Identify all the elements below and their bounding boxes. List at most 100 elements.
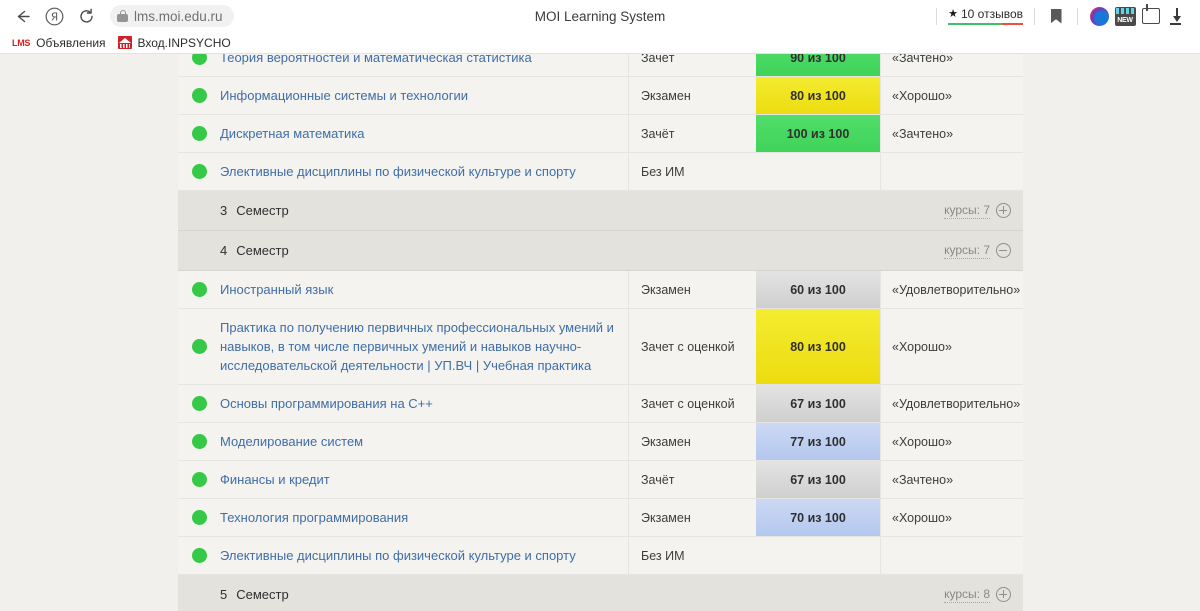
reload-icon[interactable] bbox=[72, 2, 100, 30]
status-dot-cell bbox=[178, 461, 220, 498]
status-dot-cell bbox=[178, 499, 220, 536]
back-arrow-icon[interactable] bbox=[8, 2, 36, 30]
score-cell bbox=[756, 153, 880, 190]
course-name-link[interactable]: Элективные дисциплины по физической куль… bbox=[220, 164, 576, 179]
toolbar-divider bbox=[936, 7, 938, 25]
status-dot-icon bbox=[191, 548, 207, 563]
browser-chrome: Я lms.moi.edu.ru MOI Learning System ★ 1… bbox=[0, 0, 1200, 54]
verdict-cell: «Хорошо» bbox=[880, 77, 1023, 114]
semester-courses-count[interactable]: курсы: 7 bbox=[944, 202, 990, 219]
course-row[interactable]: Элективные дисциплины по физической куль… bbox=[178, 153, 1023, 191]
score-cell: 90 из 100 bbox=[756, 54, 880, 76]
semester-header-row[interactable]: 5 Семестр курсы: 8 bbox=[178, 575, 1023, 611]
expand-plus-icon[interactable] bbox=[996, 587, 1011, 602]
semester-courses-count[interactable]: курсы: 8 bbox=[944, 586, 990, 603]
course-row[interactable]: Основы программирования на C++ Зачет с оц… bbox=[178, 385, 1023, 423]
new-badge-icon[interactable]: NEW bbox=[1112, 3, 1138, 29]
assessment-type: Экзамен bbox=[628, 499, 756, 536]
assessment-type: Экзамен bbox=[628, 423, 756, 460]
course-name-link[interactable]: Дискретная математика bbox=[220, 126, 365, 141]
collapse-minus-icon[interactable] bbox=[996, 243, 1011, 258]
course-name-link[interactable]: Основы программирования на C++ bbox=[220, 396, 433, 411]
course-row[interactable]: Технология программирования Экзамен 70 из … bbox=[178, 499, 1023, 537]
inpsycho-building-icon bbox=[117, 36, 132, 49]
status-dot-icon bbox=[191, 339, 207, 354]
status-dot-cell bbox=[178, 77, 220, 114]
profile-orb-icon[interactable] bbox=[1086, 3, 1112, 29]
course-row[interactable]: Иностранный язык Экзамен 60 из 100 «Удовлет… bbox=[178, 271, 1023, 309]
assessment-type: Экзамен bbox=[628, 271, 756, 308]
verdict-cell: «Хорошо» bbox=[880, 309, 1023, 384]
course-row[interactable]: Практика по получению первичных професси… bbox=[178, 309, 1023, 385]
verdict-cell: «Зачтено» bbox=[880, 115, 1023, 152]
course-name-link[interactable]: Практика по получению первичных професси… bbox=[220, 320, 614, 373]
course-row[interactable]: Моделирование систем Экзамен 77 из 100 «Хор… bbox=[178, 423, 1023, 461]
bookmark-label: Вход.INPSYCHO bbox=[137, 35, 231, 50]
status-dot-cell bbox=[178, 309, 220, 384]
star-icon: ★ bbox=[948, 8, 958, 21]
assessment-type: Без ИМ bbox=[628, 153, 756, 190]
bookmark-item-announcements[interactable]: LMS Объявления bbox=[9, 35, 112, 51]
course-row[interactable]: Финансы и кредит Зачёт 67 из 100 «Зачтено» bbox=[178, 461, 1023, 499]
status-dot-cell bbox=[178, 385, 220, 422]
status-dot-cell bbox=[178, 153, 220, 190]
svg-text:Я: Я bbox=[50, 11, 57, 23]
new-badge-label: NEW bbox=[1117, 16, 1133, 24]
semester-header-row[interactable]: 4 Семестр курсы: 7 bbox=[178, 231, 1023, 271]
status-dot-cell bbox=[178, 423, 220, 460]
course-name-link[interactable]: Информационные системы и технологии bbox=[220, 88, 468, 103]
semester-number: 4 bbox=[220, 243, 228, 258]
expand-plus-icon[interactable] bbox=[996, 203, 1011, 218]
tag-icon[interactable] bbox=[1138, 3, 1164, 29]
course-name-link[interactable]: Финансы и кредит bbox=[220, 472, 330, 487]
status-dot-icon bbox=[191, 472, 207, 487]
toolbar-divider bbox=[1077, 7, 1078, 25]
score-cell bbox=[756, 537, 880, 574]
assessment-type: Зачёт bbox=[628, 461, 756, 498]
semester-number: 5 bbox=[220, 587, 228, 602]
semester-label: Семестр bbox=[236, 587, 289, 602]
course-name-link[interactable]: Иностранный язык bbox=[220, 282, 334, 297]
course-name-link[interactable]: Моделирование систем bbox=[220, 434, 364, 449]
status-dot-icon bbox=[191, 164, 207, 179]
status-dot-icon bbox=[191, 396, 207, 411]
status-dot-cell bbox=[178, 271, 220, 308]
course-row[interactable]: Информационные системы и технологии Экзам… bbox=[178, 77, 1023, 115]
status-dot-icon bbox=[191, 434, 207, 449]
bookmark-item-inpsycho[interactable]: Вход.INPSYCHO bbox=[115, 35, 237, 51]
verdict-cell bbox=[880, 537, 1023, 574]
verdict-cell: «Удовлетворительно» bbox=[880, 271, 1023, 308]
toolbar-divider bbox=[1034, 7, 1035, 25]
toolbar-right-group: ★ 10 отзывов NEW bbox=[928, 3, 1192, 29]
score-cell: 60 из 100 bbox=[756, 271, 880, 308]
status-dot-cell bbox=[178, 537, 220, 574]
assessment-type: Зачёт bbox=[628, 115, 756, 152]
assessment-type: Без ИМ bbox=[628, 537, 756, 574]
course-name-link[interactable]: Элективные дисциплины по физической куль… bbox=[220, 548, 576, 563]
course-row[interactable]: Теория вероятностей и математическая ста… bbox=[178, 54, 1023, 77]
semester-label: Семестр bbox=[236, 243, 289, 258]
browser-toolbar: Я lms.moi.edu.ru MOI Learning System ★ 1… bbox=[0, 0, 1200, 32]
score-cell: 67 из 100 bbox=[756, 461, 880, 498]
status-dot-icon bbox=[191, 88, 207, 103]
download-icon[interactable] bbox=[1164, 3, 1190, 29]
address-bar[interactable]: lms.moi.edu.ru bbox=[110, 5, 234, 27]
status-dot-icon bbox=[191, 54, 207, 65]
course-row[interactable]: Элективные дисциплины по физической куль… bbox=[178, 537, 1023, 575]
assessment-type: Зачет с оценкой bbox=[628, 385, 756, 422]
course-row[interactable]: Дискретная математика Зачёт 100 из 100 «Зач… bbox=[178, 115, 1023, 153]
assessment-type: Экзамен bbox=[628, 77, 756, 114]
status-dot-icon bbox=[191, 126, 207, 141]
bookmarks-bar: LMS Объявления Вход.INPSYCHO bbox=[0, 32, 1200, 53]
verdict-cell: «Зачтено» bbox=[880, 461, 1023, 498]
course-name-link[interactable]: Технология программирования bbox=[220, 510, 409, 525]
yandex-logo-icon[interactable]: Я bbox=[40, 2, 68, 30]
page-content-area: Теория вероятностей и математическая ста… bbox=[0, 54, 1200, 611]
score-cell: 80 из 100 bbox=[756, 77, 880, 114]
semester-header-row[interactable]: 3 Семестр курсы: 7 bbox=[178, 191, 1023, 231]
semester-courses-count[interactable]: курсы: 7 bbox=[944, 242, 990, 259]
course-name-link[interactable]: Теория вероятностей и математическая ста… bbox=[220, 54, 532, 65]
bookmark-flag-icon[interactable] bbox=[1043, 3, 1069, 29]
rating-badge[interactable]: ★ 10 отзывов bbox=[945, 4, 1026, 28]
rating-text: 10 отзывов bbox=[960, 6, 1023, 21]
